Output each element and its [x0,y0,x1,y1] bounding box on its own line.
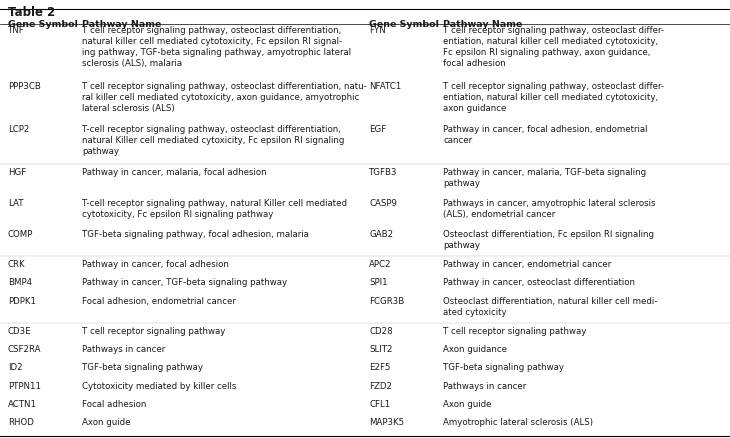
Text: Amyotrophic lateral sclerosis (ALS): Amyotrophic lateral sclerosis (ALS) [443,417,593,426]
Text: Pathways in cancer: Pathways in cancer [443,381,526,390]
Text: T-cell receptor signaling pathway, osteoclast differentiation,
natural Killer ce: T-cell receptor signaling pathway, osteo… [82,125,345,156]
Text: Axon guide: Axon guide [82,417,131,426]
Text: E2F5: E2F5 [369,363,391,371]
Text: CFL1: CFL1 [369,399,391,408]
Text: BMP4: BMP4 [8,278,32,287]
Text: Focal adhesion: Focal adhesion [82,399,147,408]
Text: CRK: CRK [8,260,26,268]
Text: Pathway in cancer, focal adhesion, endometrial
cancer: Pathway in cancer, focal adhesion, endom… [443,125,648,145]
Text: TGF-beta signaling pathway: TGF-beta signaling pathway [82,363,203,371]
Text: LCP2: LCP2 [8,125,29,134]
Text: FYN: FYN [369,26,385,35]
Text: GAB2: GAB2 [369,229,393,238]
Text: CASP9: CASP9 [369,198,397,208]
Text: T cell receptor signaling pathway, osteoclast differentiation, natu-
ral killer : T cell receptor signaling pathway, osteo… [82,81,366,113]
Text: CD28: CD28 [369,326,393,336]
Text: Gene Symbol: Gene Symbol [369,20,439,29]
Text: CD3E: CD3E [8,326,31,336]
Text: Table 2: Table 2 [8,6,55,19]
Text: PDPK1: PDPK1 [8,296,36,305]
Text: TGFB3: TGFB3 [369,168,398,177]
Text: Pathway Name: Pathway Name [443,20,523,29]
Text: Pathway in cancer, endometrial cancer: Pathway in cancer, endometrial cancer [443,260,611,268]
Text: TGF-beta signaling pathway, focal adhesion, malaria: TGF-beta signaling pathway, focal adhesi… [82,229,309,238]
Text: Pathway Name: Pathway Name [82,20,161,29]
Text: T cell receptor signaling pathway, osteoclast differentiation,
natural killer ce: T cell receptor signaling pathway, osteo… [82,26,351,68]
Text: Cytotoxicity mediated by killer cells: Cytotoxicity mediated by killer cells [82,381,237,390]
Text: Pathways in cancer: Pathways in cancer [82,345,165,353]
Text: RHOD: RHOD [8,417,34,426]
Text: Osteoclast differentiation, natural killer cell medi-
ated cytoxicity: Osteoclast differentiation, natural kill… [443,296,658,316]
Text: FCGR3B: FCGR3B [369,296,404,305]
Text: COMP: COMP [8,229,34,238]
Text: LAT: LAT [8,198,23,208]
Text: Gene Symbol: Gene Symbol [8,20,78,29]
Text: NFATC1: NFATC1 [369,81,402,91]
Text: Pathway in cancer, malaria, focal adhesion: Pathway in cancer, malaria, focal adhesi… [82,168,266,177]
Text: Pathway in cancer, TGF-beta signaling pathway: Pathway in cancer, TGF-beta signaling pa… [82,278,287,287]
Text: Focal adhesion, endometrial cancer: Focal adhesion, endometrial cancer [82,296,236,305]
Text: SLIT2: SLIT2 [369,345,393,353]
Text: HGF: HGF [8,168,26,177]
Text: Osteoclast differentiation, Fc epsilon RI signaling
pathway: Osteoclast differentiation, Fc epsilon R… [443,229,654,249]
Text: FZD2: FZD2 [369,381,392,390]
Text: Axon guidance: Axon guidance [443,345,507,353]
Text: Pathway in cancer, focal adhesion: Pathway in cancer, focal adhesion [82,260,229,268]
Text: TNF: TNF [8,26,25,35]
Text: SPI1: SPI1 [369,278,388,287]
Text: ACTN1: ACTN1 [8,399,37,408]
Text: TGF-beta signaling pathway: TGF-beta signaling pathway [443,363,564,371]
Text: Pathway in cancer, osteoclast differentiation: Pathway in cancer, osteoclast differenti… [443,278,635,287]
Text: ID2: ID2 [8,363,23,371]
Text: T-cell receptor signaling pathway, natural Killer cell mediated
cytotoxicity, Fc: T-cell receptor signaling pathway, natur… [82,198,347,219]
Text: T cell receptor signaling pathway: T cell receptor signaling pathway [82,326,226,336]
Text: APC2: APC2 [369,260,391,268]
Text: T cell receptor signaling pathway: T cell receptor signaling pathway [443,326,586,336]
Text: T cell receptor signaling pathway, osteoclast differ-
entiation, natural killer : T cell receptor signaling pathway, osteo… [443,26,664,68]
Text: T cell receptor signaling pathway, osteoclast differ-
entiation, natural killer : T cell receptor signaling pathway, osteo… [443,81,664,113]
Text: Pathways in cancer, amyotrophic lateral sclerosis
(ALS), endometrial cancer: Pathways in cancer, amyotrophic lateral … [443,198,656,219]
Text: PTPN11: PTPN11 [8,381,41,390]
Text: Axon guide: Axon guide [443,399,491,408]
Text: MAP3K5: MAP3K5 [369,417,404,426]
Text: EGF: EGF [369,125,386,134]
Text: PPP3CB: PPP3CB [8,81,41,91]
Text: CSF2RA: CSF2RA [8,345,42,353]
Text: Pathway in cancer, malaria, TGF-beta signaling
pathway: Pathway in cancer, malaria, TGF-beta sig… [443,168,646,188]
